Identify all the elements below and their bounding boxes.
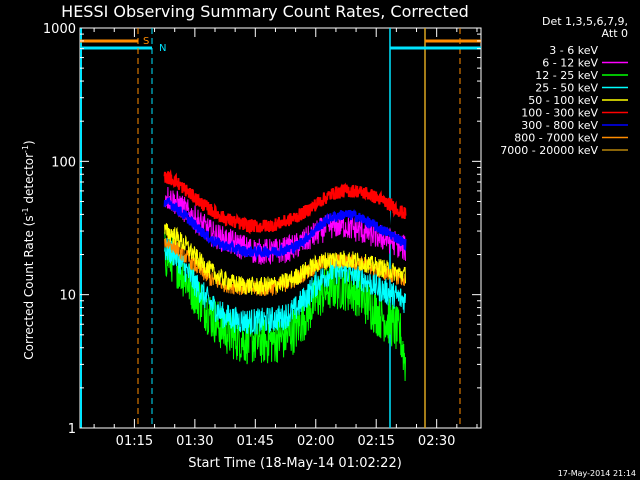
- chart-title: HESSI Observing Summary Count Rates, Cor…: [61, 2, 469, 21]
- night-flag-label: N: [159, 43, 166, 54]
- x-tick-label: 02:00: [297, 434, 334, 449]
- legend-entry-label: 3 - 6 keV: [549, 44, 598, 57]
- series-line: [163, 197, 407, 261]
- ylabel-main: Corrected Count Rate (s: [22, 215, 36, 359]
- legend-header-line-1: Det 1,3,5,6,7,9,: [542, 15, 628, 28]
- saa-flag-label: S: [143, 36, 149, 47]
- legend-entry-label: 800 - 7000 keV: [514, 132, 598, 145]
- legend-header-line-2: Att 0: [602, 27, 628, 40]
- x-tick-labels: 01:15 01:30 01:45 02:00 02:15 02:30: [93, 28, 478, 449]
- legend-entry-label: 6 - 12 keV: [542, 57, 598, 70]
- y-axis-label: Corrected Count Rate (s-1 detector-1): [21, 140, 36, 359]
- series-line: [164, 223, 406, 295]
- x-axis-label: Start Time (18-May-14 01:02:22): [188, 456, 402, 471]
- x-tick-label: 01:30: [176, 434, 213, 449]
- series-line: [164, 186, 406, 266]
- legend-entry-label: 25 - 50 keV: [535, 82, 598, 95]
- ylabel-sup-1: -1: [21, 207, 30, 215]
- legend-entry-label: 300 - 800 keV: [521, 119, 598, 132]
- series-line: [164, 232, 406, 382]
- legend-entry-label: 7000 - 20000 keV: [500, 144, 598, 157]
- series-line: [164, 238, 406, 335]
- legend-entry-label: 12 - 25 keV: [535, 69, 598, 82]
- series-line: [163, 169, 407, 235]
- x-tick-label: 01:45: [237, 434, 274, 449]
- x-tick-label: 01:15: [116, 434, 153, 449]
- y-tick-label: 1: [68, 422, 76, 437]
- series-lines: [163, 132, 407, 382]
- footer-timestamp: 17-May-2014 21:14: [558, 469, 636, 478]
- attenuator-overlays: SN: [80, 28, 481, 428]
- y-tick-labels: 1 10 100 1000: [43, 22, 481, 437]
- legend-entry-label: 100 - 300 keV: [521, 107, 598, 120]
- ylabel-sup-2: -1: [21, 145, 30, 153]
- y-tick-label: 1000: [43, 22, 76, 37]
- ylabel-end: ): [22, 140, 36, 145]
- y-tick-label: 100: [51, 155, 76, 170]
- y-tick-label: 10: [59, 289, 76, 304]
- ylabel-mid: detector: [22, 153, 36, 208]
- x-tick-label: 02:30: [418, 434, 455, 449]
- x-tick-label: 02:15: [357, 434, 394, 449]
- legend-entry-label: 50 - 100 keV: [528, 94, 598, 107]
